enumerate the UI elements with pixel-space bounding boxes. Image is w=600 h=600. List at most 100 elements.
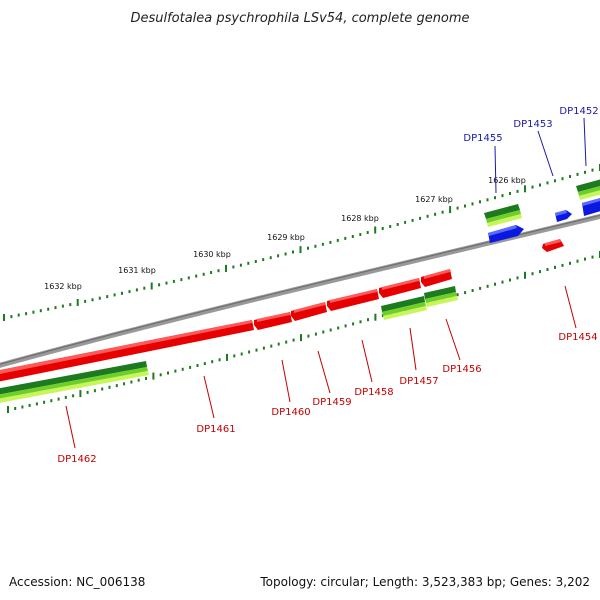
tick-label: 1632 kbp [44,282,82,291]
tick-label: 1626 kbp [488,176,526,185]
minor-tick [464,291,467,295]
leader-line [537,130,554,177]
cds-arrow-forward[interactable] [555,210,572,222]
cds-arrow-reverse[interactable] [0,320,254,383]
minor-tick [576,259,579,263]
minor-tick [47,307,50,311]
rna-feature[interactable] [424,286,458,307]
minor-tick [284,252,287,256]
minor-tick [254,260,257,263]
reverse-strand-features [0,239,564,383]
minor-tick [314,244,317,248]
major-tick [299,246,302,254]
minor-tick [25,312,28,316]
forward-strand-features [484,179,600,243]
cds-arrow-reverse[interactable] [291,302,327,321]
rna-feature[interactable] [484,204,522,227]
minor-tick [50,399,53,403]
minor-tick [509,192,511,195]
minor-tick [539,270,541,274]
scale-track-inner [7,251,600,413]
cds-arrow-reverse[interactable] [421,269,452,287]
forward-gene-labels: DP1455 DP1453 DP1452 [463,106,599,194]
minor-tick [486,284,489,288]
leader-line [203,375,215,419]
minor-tick [359,320,362,324]
rna-feature[interactable] [0,361,149,404]
major-tick [300,334,302,342]
major-tick [7,406,9,413]
minor-tick [115,384,118,388]
minor-tick [329,328,332,332]
minor-tick [569,175,571,178]
leader-line [445,318,461,361]
minor-tick [14,407,17,410]
leader-line [583,117,587,167]
leader-line [65,405,76,449]
minor-tick [277,342,280,346]
minor-tick [121,291,123,295]
gene-label-dp1461[interactable]: DP1461 [196,424,235,435]
major-tick [524,185,526,193]
inner-rna-features [0,286,458,404]
gene-label-dp1457[interactable]: DP1457 [399,376,438,387]
gene-label-dp1460[interactable]: DP1460 [271,407,310,418]
gene-label-dp1452[interactable]: DP1452 [559,106,598,117]
minor-tick [240,352,243,356]
minor-tick [554,179,556,183]
minor-tick [576,172,579,176]
minor-tick [509,278,511,282]
accession-text: Accession: NC_006138 [9,575,145,589]
minor-tick [203,362,206,366]
gene-label-dp1456[interactable]: DP1456 [442,364,481,375]
minor-tick [145,377,147,380]
minor-tick [584,170,586,174]
leader-line [281,359,291,403]
cds-arrow-forward[interactable] [582,197,600,216]
minor-tick [411,218,414,222]
minor-tick [10,315,13,319]
major-tick [3,314,5,321]
minor-tick [471,289,474,292]
gene-label-dp1454[interactable]: DP1454 [558,332,597,343]
minor-tick [57,397,60,401]
minor-tick [366,231,369,234]
major-tick [152,372,155,380]
minor-tick [516,189,519,193]
minor-tick [359,233,362,236]
leader-line [317,350,331,394]
gene-label-dp1455[interactable]: DP1455 [463,133,502,144]
minor-tick [21,405,24,409]
minor-tick [255,348,258,352]
tick-label: 1631 kbp [118,266,156,275]
minor-tick [479,200,481,204]
gene-label-dp1462[interactable]: DP1462 [57,454,96,465]
minor-tick [262,258,265,262]
tick-label: 1628 kbp [341,214,379,223]
minor-tick [108,385,111,389]
gene-label-dp1459[interactable]: DP1459 [312,397,351,408]
cds-arrow-reverse[interactable] [379,278,421,298]
gene-label-dp1458[interactable]: DP1458 [354,387,393,398]
minor-tick [135,288,138,292]
minor-tick [314,332,317,336]
cds-arrow-forward[interactable] [488,225,524,243]
rna-feature[interactable] [576,179,600,200]
rna-feature[interactable] [381,296,427,320]
minor-tick [86,390,89,394]
cds-arrow-reverse[interactable] [254,312,292,330]
minor-tick [218,358,221,362]
minor-tick [591,168,594,172]
minor-tick [202,272,205,276]
minor-tick [270,344,273,348]
cds-arrow-reverse[interactable] [542,239,564,252]
minor-tick [292,250,294,254]
gene-label-dp1453[interactable]: DP1453 [513,119,552,130]
major-tick [226,353,228,361]
minor-tick [35,402,38,406]
minor-tick [569,261,571,265]
cds-arrow-reverse[interactable] [327,289,379,311]
minor-tick [531,272,534,276]
minor-tick [381,314,384,318]
minor-tick [471,202,474,206]
